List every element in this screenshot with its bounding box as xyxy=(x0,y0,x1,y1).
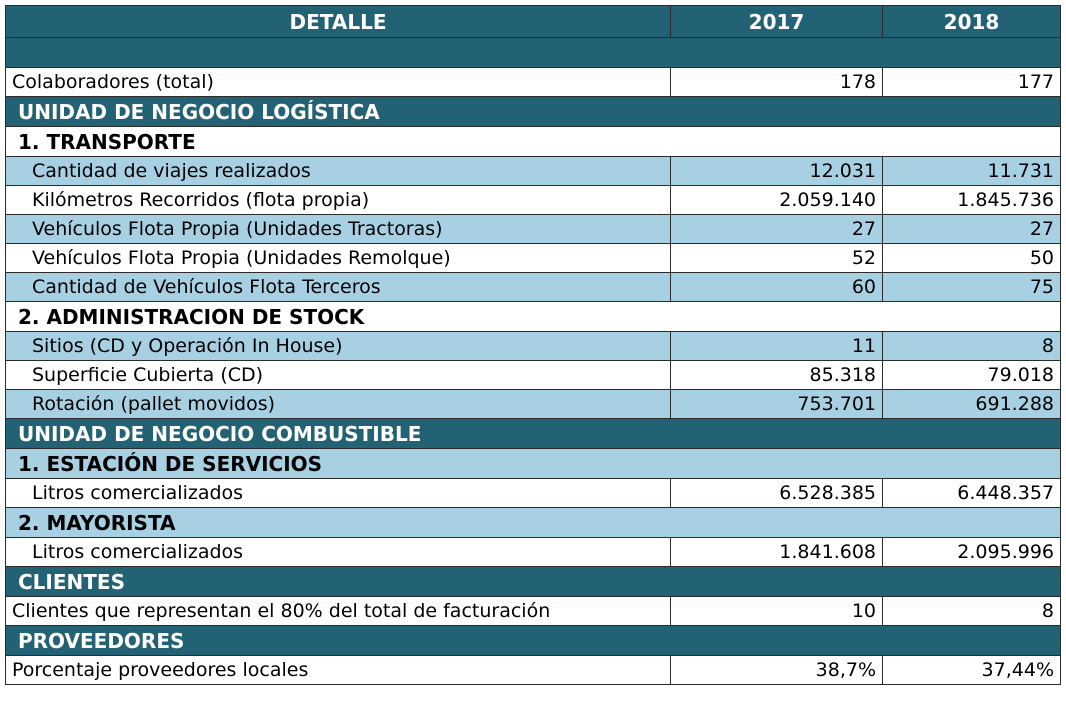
section-logistica: UNIDAD DE NEGOCIO LOGÍSTICA xyxy=(5,96,1061,127)
row-label: Colaboradores (total) xyxy=(5,67,671,97)
table-row: Vehículos Flota Propia (Unidades Tractor… xyxy=(5,214,1061,244)
row-label: Litros comercializados xyxy=(5,537,671,567)
value-2017: 178 xyxy=(670,67,883,97)
section-title: PROVEEDORES xyxy=(5,625,1061,656)
value-2017: 52 xyxy=(670,243,883,273)
header-row: DETALLE 2017 2018 xyxy=(5,5,1061,38)
row-label: Cantidad de viajes realizados xyxy=(5,156,671,186)
row-label: Cantidad de Vehículos Flota Terceros xyxy=(5,272,671,302)
row-label: Kilómetros Recorridos (flota propia) xyxy=(5,185,671,215)
subsection-title: 2. ADMINISTRACION DE STOCK xyxy=(5,301,1061,332)
row-label: Vehículos Flota Propia (Unidades Remolqu… xyxy=(5,243,671,273)
table-row: Litros comercializados 6.528.385 6.448.3… xyxy=(5,478,1061,508)
value-2017: 753.701 xyxy=(670,389,883,419)
value-2018: 11.731 xyxy=(882,156,1061,186)
value-2017: 12.031 xyxy=(670,156,883,186)
value-2018: 8 xyxy=(882,331,1061,361)
table-row: Cantidad de viajes realizados 12.031 11.… xyxy=(5,156,1061,186)
detail-table: DETALLE 2017 2018 Colaboradores (total) … xyxy=(5,5,1061,685)
value-2017: 1.841.608 xyxy=(670,537,883,567)
section-clientes: CLIENTES xyxy=(5,566,1061,597)
section-combustible: UNIDAD DE NEGOCIO COMBUSTIBLE xyxy=(5,418,1061,449)
subsection-mayorista: 2. MAYORISTA xyxy=(5,507,1061,538)
table-row: Litros comercializados 1.841.608 2.095.9… xyxy=(5,537,1061,567)
value-2018: 8 xyxy=(882,596,1061,626)
section-proveedores: PROVEEDORES xyxy=(5,625,1061,656)
row-label: Rotación (pallet movidos) xyxy=(5,389,671,419)
value-2018: 37,44% xyxy=(882,655,1061,685)
value-2018: 75 xyxy=(882,272,1061,302)
value-2017: 6.528.385 xyxy=(670,478,883,508)
table-row: Colaboradores (total) 178 177 xyxy=(5,67,1061,97)
header-year-2018: 2018 xyxy=(882,5,1061,38)
table-row: Cantidad de Vehículos Flota Terceros 60 … xyxy=(5,272,1061,302)
header-year-2017: 2017 xyxy=(670,5,883,38)
table-row: Sitios (CD y Operación In House) 11 8 xyxy=(5,331,1061,361)
row-label: Superficie Cubierta (CD) xyxy=(5,360,671,390)
row-label: Porcentaje proveedores locales xyxy=(5,655,671,685)
value-2018: 50 xyxy=(882,243,1061,273)
table-row: Rotación (pallet movidos) 753.701 691.28… xyxy=(5,389,1061,419)
section-title: UNIDAD DE NEGOCIO COMBUSTIBLE xyxy=(5,418,1061,449)
value-2017: 10 xyxy=(670,596,883,626)
subsection-title: 1. ESTACIÓN DE SERVICIOS xyxy=(5,448,1061,479)
value-2018: 177 xyxy=(882,67,1061,97)
header-detalle: DETALLE xyxy=(5,5,671,38)
subsection-estacion: 1. ESTACIÓN DE SERVICIOS xyxy=(5,448,1061,479)
value-2017: 85.318 xyxy=(670,360,883,390)
section-title: CLIENTES xyxy=(5,566,1061,597)
subsection-title: 1. TRANSPORTE xyxy=(5,126,1061,157)
table-row: Porcentaje proveedores locales 38,7% 37,… xyxy=(5,655,1061,685)
value-2018: 79.018 xyxy=(882,360,1061,390)
row-label: Litros comercializados xyxy=(5,478,671,508)
blank-band-row xyxy=(5,37,1061,68)
value-2017: 2.059.140 xyxy=(670,185,883,215)
value-2018: 27 xyxy=(882,214,1061,244)
subsection-transporte: 1. TRANSPORTE xyxy=(5,126,1061,157)
value-2017: 27 xyxy=(670,214,883,244)
value-2018: 2.095.996 xyxy=(882,537,1061,567)
table-row: Vehículos Flota Propia (Unidades Remolqu… xyxy=(5,243,1061,273)
value-2017: 60 xyxy=(670,272,883,302)
value-2018: 691.288 xyxy=(882,389,1061,419)
value-2018: 1.845.736 xyxy=(882,185,1061,215)
table-row: Kilómetros Recorridos (flota propia) 2.0… xyxy=(5,185,1061,215)
table-row: Clientes que representan el 80% del tota… xyxy=(5,596,1061,626)
row-label: Clientes que representan el 80% del tota… xyxy=(5,596,671,626)
table-row: Superficie Cubierta (CD) 85.318 79.018 xyxy=(5,360,1061,390)
value-2017: 38,7% xyxy=(670,655,883,685)
value-2018: 6.448.357 xyxy=(882,478,1061,508)
subsection-stock: 2. ADMINISTRACION DE STOCK xyxy=(5,301,1061,332)
section-title: UNIDAD DE NEGOCIO LOGÍSTICA xyxy=(5,96,1061,127)
value-2017: 11 xyxy=(670,331,883,361)
row-label: Sitios (CD y Operación In House) xyxy=(5,331,671,361)
subsection-title: 2. MAYORISTA xyxy=(5,507,1061,538)
row-label: Vehículos Flota Propia (Unidades Tractor… xyxy=(5,214,671,244)
